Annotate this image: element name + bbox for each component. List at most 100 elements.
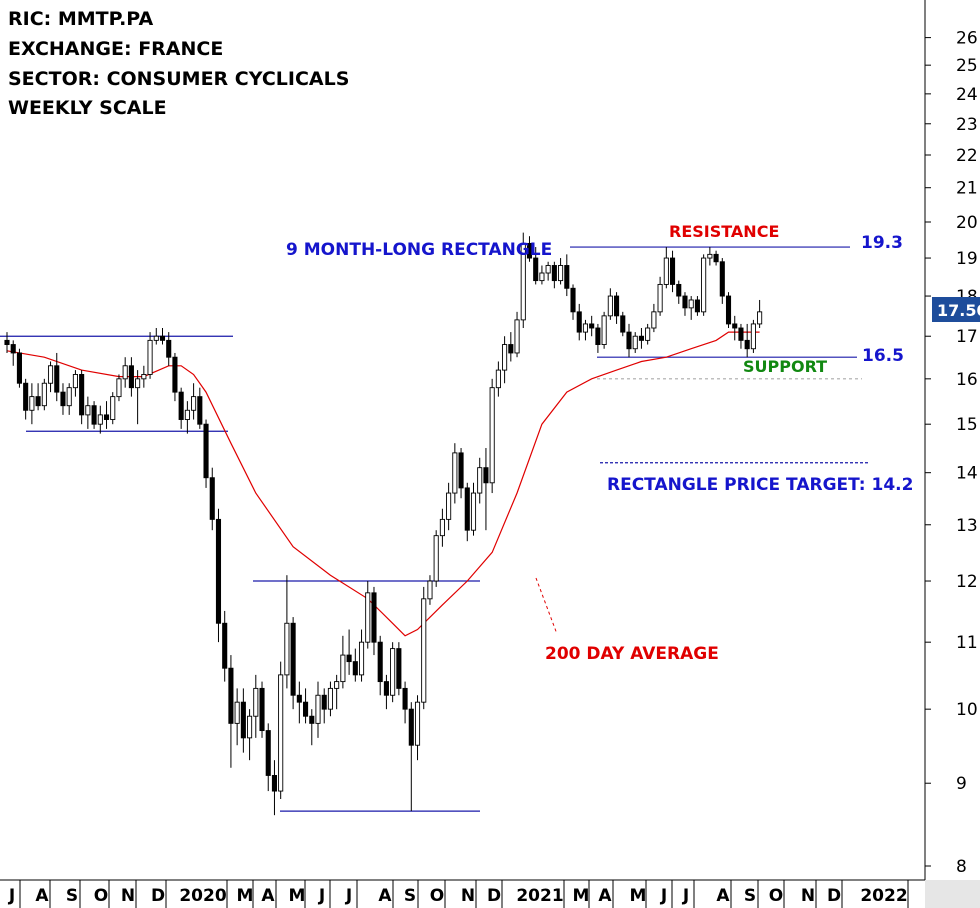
candle-body [676, 283, 682, 297]
support-value: 16.5 [862, 346, 904, 366]
candle [352, 648, 358, 682]
time-tick-label: A [378, 886, 392, 906]
candle-body [346, 654, 352, 663]
candle [303, 688, 309, 724]
time-tick-label: J [345, 886, 352, 906]
candle [54, 352, 60, 402]
candle [203, 419, 209, 488]
candle [35, 383, 41, 411]
candle [72, 370, 78, 397]
candle-body [10, 344, 16, 354]
time-tick-label: M [237, 886, 254, 906]
candle-body [614, 295, 620, 317]
time-tick-label: N [461, 886, 475, 906]
candle-body [303, 701, 309, 717]
price-tick-label: 19 [956, 249, 978, 269]
resistance-label: RESISTANCE [669, 222, 779, 241]
candle [66, 383, 72, 415]
candle [23, 378, 29, 420]
candle [539, 265, 545, 285]
candle [688, 296, 694, 320]
time-tick-label: N [121, 886, 135, 906]
time-tick-label: D [827, 886, 841, 906]
time-tick-label: 2022 [860, 886, 907, 906]
time-tick-label: S [404, 886, 416, 906]
candle [365, 581, 371, 649]
candle-body [197, 396, 203, 425]
candle-body [66, 387, 72, 407]
candle [247, 709, 253, 761]
candle-body [16, 352, 22, 384]
time-tick-label: M [630, 886, 647, 906]
candle [663, 247, 669, 289]
candle-body [483, 467, 489, 484]
candle-body [570, 287, 576, 313]
candle-body [539, 272, 545, 282]
candle-body [122, 365, 128, 380]
candle [719, 258, 725, 304]
candle-body [23, 382, 29, 411]
candle-body [402, 687, 408, 710]
candle-body [694, 299, 700, 313]
candle-body [215, 518, 222, 624]
price-tick-label: 9 [956, 774, 967, 794]
candle-body [4, 339, 10, 345]
candle-body [657, 283, 663, 313]
candle [626, 323, 632, 358]
candle [377, 635, 383, 696]
candle [582, 319, 589, 341]
candle-body [265, 730, 271, 776]
candle-body [41, 382, 47, 407]
candle-body [508, 344, 514, 354]
candle [47, 361, 54, 393]
scale-label: WEEKLY SCALE [8, 97, 167, 119]
ma-layer [6, 331, 760, 637]
candle-body [439, 518, 445, 537]
candle [589, 315, 595, 337]
candle [215, 508, 222, 643]
candle [533, 247, 539, 285]
candle [470, 482, 477, 536]
candle [676, 280, 682, 304]
candle-body [452, 452, 458, 494]
candle [607, 288, 613, 320]
candle [321, 688, 327, 724]
candle [495, 361, 501, 397]
candle-body [427, 580, 433, 600]
time-tick-label: S [744, 886, 756, 906]
candle [116, 374, 122, 402]
candle-body [103, 414, 110, 420]
candle [725, 292, 732, 329]
candle [732, 315, 738, 341]
candle-body [271, 775, 278, 792]
candle-body [396, 648, 402, 689]
candle-body [669, 257, 676, 285]
price-tick-label: 22 [956, 146, 978, 166]
candle-body [744, 339, 750, 350]
candle [41, 378, 47, 411]
candle-body [446, 492, 452, 520]
candle-body [110, 396, 116, 420]
candle [147, 332, 153, 379]
exchange-label: EXCHANGE: FRANCE [8, 38, 224, 60]
candle-body [750, 323, 756, 350]
time-tick-label: 2020 [179, 886, 226, 906]
candle [464, 482, 470, 542]
candle [564, 254, 570, 297]
candle-body [79, 374, 85, 416]
candle-body [738, 327, 744, 341]
candle-body [408, 708, 414, 746]
candle [128, 357, 134, 397]
candle-body [520, 242, 526, 321]
candle-body [725, 295, 732, 325]
candle [744, 323, 750, 358]
candle-body [601, 315, 607, 345]
candle-body [309, 715, 315, 724]
candle-body [545, 265, 551, 274]
candle-body [589, 323, 595, 329]
candle-body [576, 311, 582, 333]
candle [601, 311, 607, 349]
price-tick-label: 12 [956, 572, 978, 592]
price-tick-label: 14 [956, 464, 978, 484]
candle-body [91, 405, 97, 425]
